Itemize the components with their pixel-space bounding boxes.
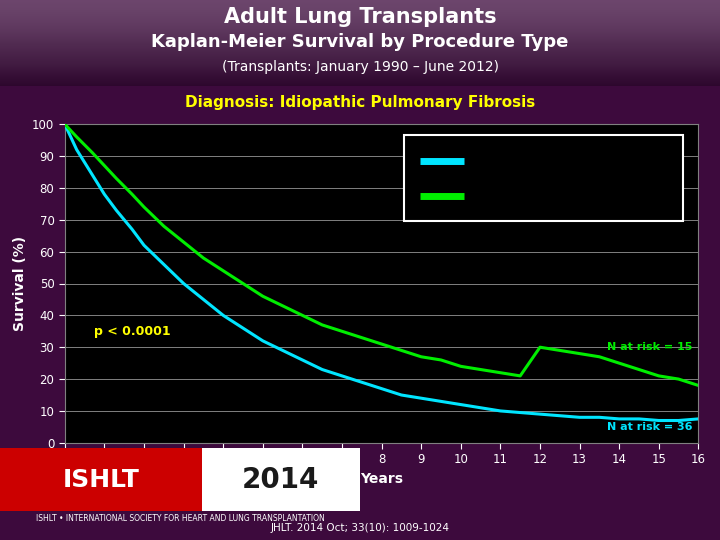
Text: Diagnosis: Idiopathic Pulmonary Fibrosis: Diagnosis: Idiopathic Pulmonary Fibrosis [185, 95, 535, 110]
Text: ISHLT: ISHLT [63, 468, 139, 492]
Text: N at risk = 36: N at risk = 36 [607, 422, 693, 432]
Text: Kaplan-Meier Survival by Procedure Type: Kaplan-Meier Survival by Procedure Type [151, 33, 569, 51]
Bar [202, 448, 360, 511]
Text: p < 0.0001: p < 0.0001 [94, 325, 171, 338]
Text: JHLT. 2014 Oct; 33(10): 1009-1024: JHLT. 2014 Oct; 33(10): 1009-1024 [271, 523, 449, 534]
X-axis label: Years: Years [360, 472, 403, 486]
Text: (Transplants: January 1990 – June 2012): (Transplants: January 1990 – June 2012) [222, 60, 498, 75]
Y-axis label: Survival (%): Survival (%) [12, 236, 27, 331]
Text: ISHLT • INTERNATIONAL SOCIETY FOR HEART AND LUNG TRANSPLANTATION: ISHLT • INTERNATIONAL SOCIETY FOR HEART … [35, 514, 325, 523]
Bar [404, 136, 683, 221]
Text: N at risk = 15: N at risk = 15 [607, 342, 693, 352]
Bar [0, 448, 202, 511]
Text: 2014: 2014 [242, 465, 320, 494]
Text: Adult Lung Transplants: Adult Lung Transplants [224, 7, 496, 27]
